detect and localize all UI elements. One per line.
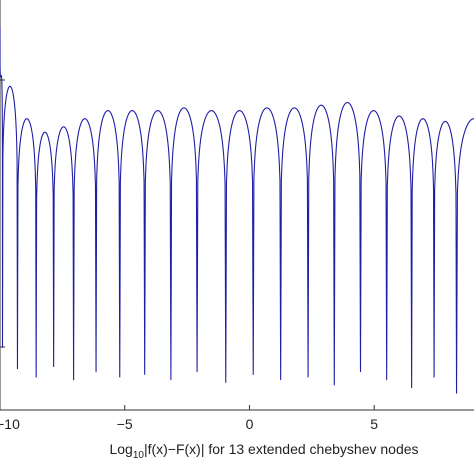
series-line — [0, 26, 474, 394]
x-tick-label: 5 — [370, 416, 378, 432]
x-ticks: −10 −5 0 5 — [0, 405, 378, 432]
x-tick-label: −5 — [117, 416, 133, 432]
plot-area: −10 −5 0 5 — [0, 0, 474, 432]
x-axis-label: Log10|f(x)−F(x)| for 13 extended chebysh… — [109, 441, 418, 461]
x-tick-label: −10 — [0, 416, 20, 432]
x-tick-label: 0 — [246, 416, 254, 432]
